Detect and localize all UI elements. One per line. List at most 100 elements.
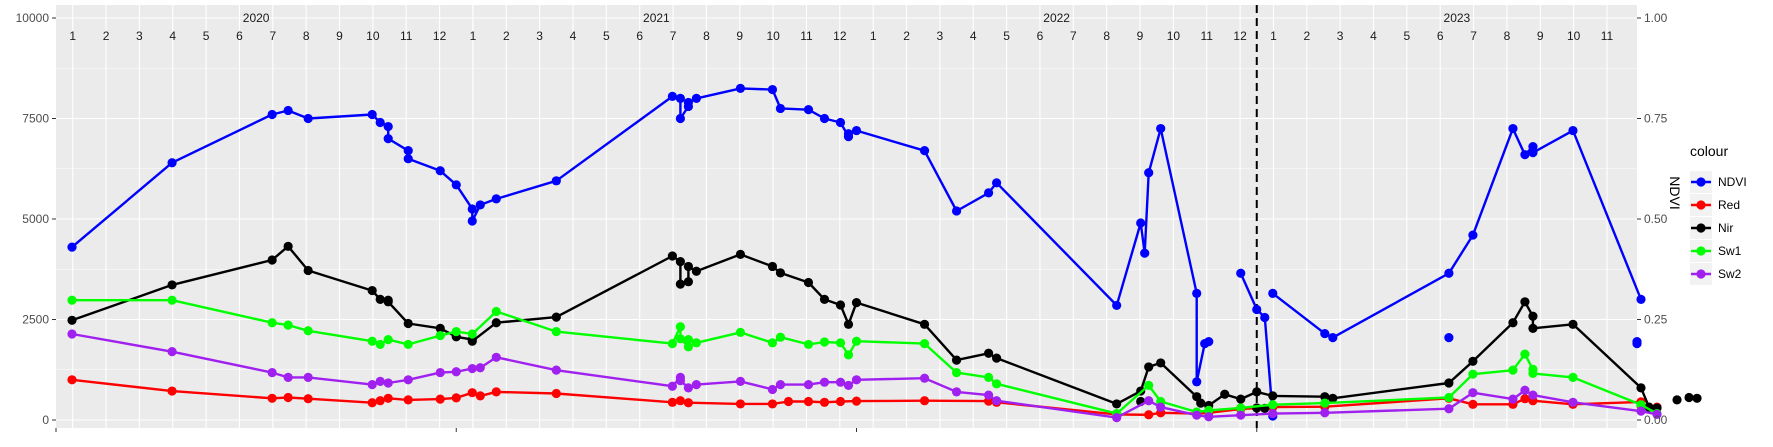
data-point [167,347,177,357]
data-point [1320,392,1330,402]
data-point [403,339,413,350]
data-point [1444,404,1454,414]
legend-key-point [1696,223,1706,233]
data-point [267,367,277,378]
data-point [367,285,377,296]
data-point [683,97,694,108]
data-point [1204,412,1214,422]
data-point [1444,268,1454,278]
data-point [1236,410,1246,420]
data-point [1568,372,1578,382]
month-label: 10 [1567,29,1581,43]
data-point [367,109,377,120]
data-point [767,338,778,348]
month-label: 6 [1037,29,1044,43]
series-sw1 [67,295,1662,419]
data-point [1204,405,1214,415]
data-point [1156,402,1166,412]
data-point [951,355,962,365]
legend-item-sw1: Sw1 [1690,240,1742,262]
data-point [667,381,677,391]
data-point [675,279,685,289]
legend-key-point [1696,200,1706,210]
data-point [803,277,814,288]
data-point [1204,337,1214,347]
data-point [691,380,702,390]
data-point [167,280,177,290]
legend-key-point [1696,177,1706,187]
legend-item-nir: Nir [1690,217,1733,239]
month-label: 1 [870,29,877,43]
data-point [1236,394,1246,404]
legend-label: Red [1718,198,1740,212]
data-point [1268,408,1278,419]
data-point [467,388,477,398]
month-label: 5 [603,29,610,43]
data-point [1520,297,1530,307]
data-point [303,113,313,124]
data-point [735,327,746,337]
data-point [683,335,694,345]
month-label: 10 [366,29,380,43]
data-point [843,350,854,360]
data-point [983,348,994,358]
data-point [991,379,1002,389]
data-point [367,380,377,390]
month-label: 9 [736,29,743,43]
data-point [283,241,293,251]
series-layer [67,5,1702,428]
data-point [803,105,814,115]
data-point [403,375,413,385]
data-point [367,336,377,346]
data-point [919,146,930,156]
month-label: 2 [503,29,510,43]
data-point [1568,397,1578,407]
data-point [491,318,501,328]
month-label: 12 [433,29,447,43]
data-point [435,323,445,333]
data-point [1252,304,1262,315]
data-point [1468,399,1478,409]
data-point [1144,362,1154,372]
month-label: 11 [1601,29,1614,43]
data-point [1320,328,1330,339]
month-label: 2 [903,29,910,43]
data-point [819,397,830,407]
data-point [835,377,846,387]
data-point [383,297,393,307]
data-point [819,337,830,347]
data-point [67,375,77,385]
y2-tick-label: 0.75 [1644,112,1668,126]
data-point [491,387,501,397]
data-point [375,339,385,350]
data-point [1672,395,1682,405]
month-label: 5 [203,29,210,43]
y-tick-label: 5000 [22,212,49,226]
data-point [735,249,746,259]
series-ndvi [67,83,1646,421]
data-point [383,121,393,132]
data-point [303,265,313,276]
month-label: 12 [833,29,847,43]
data-point [1136,218,1146,228]
month-label: 1 [470,29,477,43]
legend-title: colour [1690,143,1728,159]
data-point [1692,393,1702,403]
year-label: 2022 [1043,11,1070,25]
data-point [451,393,461,403]
legend: colour NDVI Red Nir Sw1 Sw2 [1690,143,1747,285]
data-point [1636,294,1646,304]
data-point [1520,150,1530,160]
data-point [735,399,746,409]
data-point [551,176,561,186]
data-point [767,399,778,409]
month-label: 1 [1270,29,1277,43]
month-label: 7 [670,29,677,43]
series-nir [67,241,1702,413]
data-point [735,376,746,387]
data-point [283,320,293,330]
data-point [403,146,413,156]
data-point [303,394,313,404]
data-point [283,105,293,116]
data-point [167,158,177,168]
